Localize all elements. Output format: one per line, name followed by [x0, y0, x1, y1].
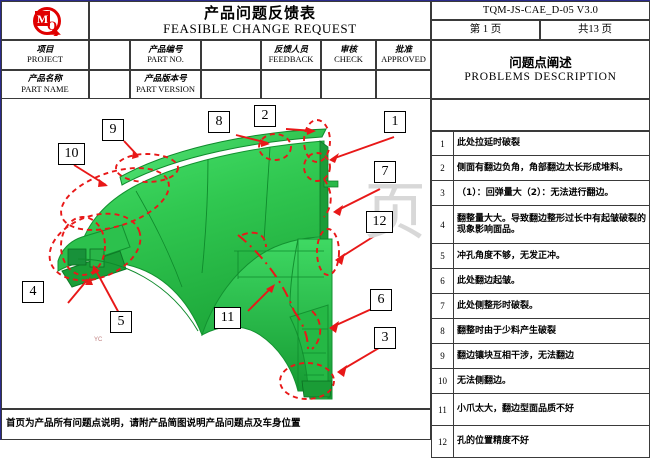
problem-row[interactable]: 6 此处翻边起皱。 [431, 269, 650, 294]
problem-number: 7 [432, 294, 454, 318]
problem-text: 翻边镶块互相干涉，无法翻边 [457, 350, 575, 361]
problem-number: 12 [432, 426, 454, 457]
problem-number: 9 [432, 344, 454, 368]
problem-row[interactable]: 2 侧面有翻边负角，角部翻边太长形成堆料。 [431, 156, 650, 181]
callout-7[interactable]: 7 [374, 161, 396, 183]
problem-text: 冲孔角度不够，无发正冲。 [457, 250, 566, 261]
problems-title-english: PROBLEMS DESCRIPTION [464, 71, 617, 84]
svg-text:Q: Q [47, 18, 57, 33]
problems-title-chinese: 问题点阐述 [509, 54, 572, 70]
footer-note: 首页为产品所有问题点说明，请附产品简图说明产品问题点及车身位置 [1, 409, 431, 440]
problem-text: 侧面有翻边负角，角部翻边太长形成堆料。 [457, 162, 629, 173]
problem-text: 小爪太大，翻边型面品质不好 [457, 404, 575, 415]
problem-number: 10 [432, 369, 454, 393]
problem-text: 此处侧整形时破裂。 [457, 300, 539, 311]
callout-2[interactable]: 2 [254, 105, 276, 127]
problem-number: 4 [432, 206, 454, 243]
fender-3d-model [48, 119, 395, 400]
value-project[interactable] [89, 40, 130, 70]
callout-10[interactable]: 10 [58, 143, 85, 165]
problem-number: 8 [432, 319, 454, 343]
document-code: TQM-JS-CAE_D-05 V3.0 [431, 1, 650, 20]
problem-row[interactable]: 1 此处拉延时破裂 [431, 131, 650, 156]
problem-text: 翻整时由于少料产生破裂 [457, 325, 557, 336]
callout-12[interactable]: 12 [366, 211, 393, 233]
problem-number: 11 [432, 394, 454, 425]
callout-9[interactable]: 9 [102, 119, 124, 141]
problem-number: 5 [432, 244, 454, 268]
problem-row[interactable]: 8 翻整时由于少料产生破裂 [431, 319, 650, 344]
problem-text: 孔的位置精度不好 [457, 436, 530, 447]
callout-4[interactable]: 4 [22, 281, 44, 303]
value-check[interactable] [321, 70, 376, 99]
document-title: 产品问题反馈表 FEASIBLE CHANGE REQUEST [89, 1, 431, 40]
callout-8[interactable]: 8 [208, 111, 230, 133]
problem-number: 2 [432, 156, 454, 180]
page-total: 共13 页 [540, 20, 650, 40]
problem-text: （1）：回弹量大（2）：无法进行翻边。 [457, 187, 614, 198]
yc-stamp: YC [94, 337, 103, 343]
value-part-name[interactable] [89, 70, 130, 99]
label-part-version: 产品版本号 PART VERSION [130, 70, 201, 99]
problem-row[interactable]: 3 （1）：回弹量大（2）：无法进行翻边。 [431, 181, 650, 206]
problems-list: 1 此处拉延时破裂 2 侧面有翻边负角，角部翻边太长形成堆料。 3 （1）：回弹量大（2）… [431, 99, 650, 458]
value-part-version[interactable] [201, 70, 261, 99]
problem-row[interactable]: 4 翻整量大大。导致翻边整形过长中有起皱破裂的现象影响面品。 [431, 206, 650, 244]
value-part-no[interactable] [201, 40, 261, 70]
value-approved[interactable] [376, 70, 431, 99]
problem-row[interactable]: 9 翻边镶块互相干涉，无法翻边 [431, 344, 650, 369]
problem-number: 3 [432, 181, 454, 205]
part-drawing-pane: 页 YC [1, 99, 431, 409]
problem-list-spacer [431, 99, 650, 131]
problem-text: 翻整量大大。导致翻边整形过长中有起皱破裂的现象影响面品。 [457, 214, 647, 235]
company-logo-cell: M Q [1, 1, 89, 40]
problem-row[interactable]: 10 无法侧翻边。 [431, 369, 650, 394]
problems-description-header: 问题点阐述 PROBLEMS DESCRIPTION [431, 40, 650, 99]
callout-6[interactable]: 6 [370, 289, 392, 311]
label-check: 审核 CHECK [321, 40, 376, 70]
title-chinese: 产品问题反馈表 [203, 3, 316, 22]
callout-11[interactable]: 11 [214, 307, 241, 329]
problem-text: 此处拉延时破裂 [457, 138, 521, 149]
label-feedback: 反馈人员 FEEDBACK [261, 40, 321, 70]
problem-row[interactable]: 12 孔的位置精度不好 [431, 426, 650, 458]
mq-quality-logo-icon: M Q [28, 6, 62, 38]
value-feedback[interactable] [261, 70, 321, 99]
svg-text:M: M [37, 12, 48, 26]
problem-row[interactable]: 5 冲孔角度不够，无发正冲。 [431, 244, 650, 269]
problem-row[interactable]: 11 小爪太大，翻边型面品质不好 [431, 394, 650, 426]
label-part-no: 产品编号 PART NO. [130, 40, 201, 70]
page-current: 第 1 页 [431, 20, 540, 40]
problem-text: 无法侧翻边。 [457, 375, 512, 386]
callout-1[interactable]: 1 [384, 111, 406, 133]
label-approved: 批准 APPROVED [376, 40, 431, 70]
problem-row[interactable]: 7 此处侧整形时破裂。 [431, 294, 650, 319]
problem-number: 6 [432, 269, 454, 293]
label-part-name: 产品名称 PART NAME [1, 70, 89, 99]
callout-5[interactable]: 5 [110, 311, 132, 333]
label-project: 项目 PROJECT [1, 40, 89, 70]
problem-number: 1 [432, 132, 454, 155]
callout-3[interactable]: 3 [374, 327, 396, 349]
title-english: FEASIBLE CHANGE REQUEST [163, 21, 357, 37]
problem-text: 此处翻边起皱。 [457, 275, 521, 286]
